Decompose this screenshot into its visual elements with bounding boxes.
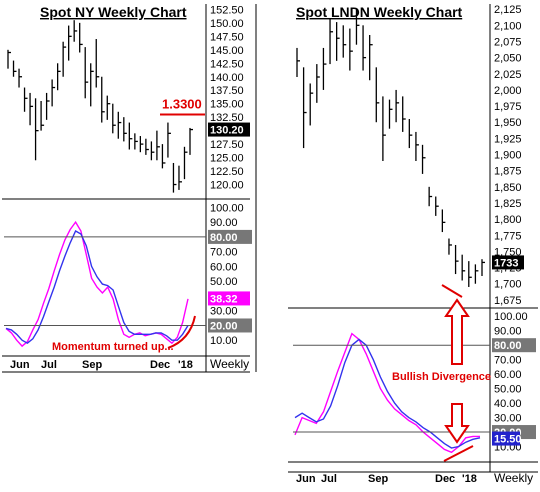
price-tick-label: 150.00	[210, 18, 244, 30]
resistance-label: 1.3300	[162, 96, 202, 111]
overbought-label: 80.00	[210, 232, 238, 244]
right-chart-title: Spot LNDN Weekly Chart	[296, 4, 463, 20]
indicator-tick-label: 30.00	[494, 413, 522, 425]
price-tick-label: 1,950	[494, 117, 522, 129]
indicator-tick-label: 60.00	[210, 261, 238, 273]
x-tick-label: Jun	[296, 473, 316, 485]
right-indicator-axis: 100.0090.0070.0060.0050.0040.0030.0010.0…	[494, 311, 528, 453]
x-tick-label: Jul	[321, 473, 337, 485]
price-divergence-line	[441, 284, 463, 298]
price-tick-label: 2,025	[494, 69, 522, 81]
price-tick-label: 2,050	[494, 53, 522, 65]
indicator-tick-label: 30.00	[210, 306, 238, 318]
price-tick-label: 142.50	[210, 58, 244, 70]
price-tick-label: 1,800	[494, 214, 522, 226]
overbought-label: 80.00	[494, 340, 522, 352]
left-indicator-lines	[5, 220, 189, 348]
indicator-tick-label: 100.00	[494, 311, 528, 323]
price-tick-label: 1,925	[494, 133, 522, 145]
last-price-label: 1733	[494, 257, 518, 269]
indicator-line-fast	[294, 332, 480, 454]
price-tick-label: 2,125	[494, 4, 522, 16]
price-tick-label: 1,775	[494, 230, 522, 242]
price-tick-label: 2,075	[494, 36, 522, 48]
x-tick-label: Sep	[82, 359, 102, 371]
indicator-tick-label: 50.00	[494, 384, 522, 396]
price-tick-label: 127.50	[210, 139, 244, 151]
right-indicator-lines	[294, 332, 481, 454]
price-tick-label: 135.00	[210, 99, 244, 111]
oversold-label: 20.00	[210, 320, 238, 332]
left-annotations: 80.00 20.00 130.20 38.32 Jun Jul Sep Dec '18 1.33…	[4, 96, 252, 371]
left-price-bars	[7, 20, 193, 193]
price-tick-label: 125.00	[210, 153, 244, 165]
last-price-badge	[208, 122, 250, 137]
price-tick-label: 152.50	[210, 4, 244, 16]
indicator-tick-label: 70.00	[210, 247, 238, 259]
oversold-badge	[208, 318, 252, 333]
indicator-divergence-line	[443, 445, 474, 462]
last-price-badge	[492, 255, 524, 270]
price-tick-label: 2,000	[494, 85, 522, 97]
price-tick-label: 1,975	[494, 101, 522, 113]
up-arrow-icon	[444, 298, 470, 365]
price-tick-label: 132.50	[210, 112, 244, 124]
right-price-bars	[296, 9, 485, 287]
indicator-line-signal	[294, 338, 481, 449]
indicator-value-badge	[208, 291, 250, 306]
last-price-label: 130.20	[210, 125, 244, 137]
indicator-value-badge	[492, 431, 520, 446]
overbought-badge	[208, 229, 252, 244]
price-tick-label: 145.00	[210, 45, 244, 57]
indicator-tick-label: 10.00	[210, 335, 238, 347]
price-tick-label: 137.50	[210, 85, 244, 97]
down-arrow-icon	[444, 403, 470, 444]
indicator-value-label: 38.32	[210, 293, 238, 305]
left-chart-title: Spot NY Weekly Chart	[40, 4, 187, 20]
right-period-label: Weekly	[494, 471, 533, 485]
indicator-line-fast	[5, 220, 189, 348]
indicator-line-signal	[5, 230, 189, 345]
indicator-tick-label: 90.00	[210, 217, 238, 229]
divergence-annotation: Bullish Divergence	[392, 371, 491, 383]
price-tick-label: 1,825	[494, 198, 522, 210]
price-tick-label: 1,700	[494, 279, 522, 291]
price-tick-label: 1,675	[494, 295, 522, 307]
indicator-tick-label: 100.00	[210, 202, 244, 214]
x-tick-label: Sep	[368, 473, 388, 485]
price-tick-label: 120.00	[210, 180, 244, 192]
left-chart: Spot NY Weekly Chart 152.50150.00147.501…	[2, 4, 257, 373]
x-tick-label: Jun	[10, 359, 30, 371]
x-tick-label: Dec	[435, 473, 455, 485]
indicator-value-label: 15.50	[494, 434, 522, 446]
price-tick-label: 1,850	[494, 182, 522, 194]
price-tick-label: 1,900	[494, 150, 522, 162]
indicator-tick-label: 50.00	[210, 276, 238, 288]
right-chart: Spot LNDN Weekly Chart 2,125 2,100 2,075 2,…	[288, 4, 538, 485]
momentum-arrow	[167, 315, 196, 349]
left-period-label: Weekly	[210, 357, 249, 371]
overbought-badge	[492, 338, 536, 353]
price-tick-label: 1,875	[494, 166, 522, 178]
indicator-tick-label: 70.00	[494, 355, 522, 367]
x-tick-label: '18	[462, 473, 477, 485]
x-tick-label: Jul	[41, 359, 57, 371]
x-tick-label: Dec	[150, 359, 170, 371]
price-tick-label: 147.50	[210, 31, 244, 43]
x-tick-label: '18	[178, 359, 193, 371]
price-tick-label: 140.00	[210, 72, 244, 84]
indicator-tick-label: 60.00	[494, 369, 522, 381]
indicator-tick-label: 90.00	[494, 326, 522, 338]
indicator-tick-label: 40.00	[494, 398, 522, 410]
right-annotations: 80.0020.00173315.50JunJulSepDec'18Bullis…	[293, 255, 536, 485]
price-tick-label: 122.50	[210, 166, 244, 178]
price-tick-label: 2,100	[494, 20, 522, 32]
momentum-annotation: Momentum turned up...	[52, 341, 174, 353]
